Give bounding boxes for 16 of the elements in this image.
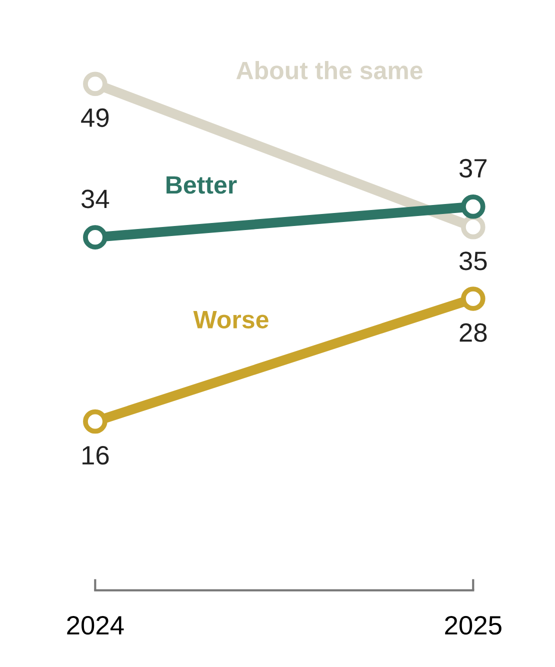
x-tick-label: 2025 xyxy=(445,616,502,635)
data-label: 16 xyxy=(82,446,109,465)
data-label: 37 xyxy=(459,158,486,178)
point xyxy=(83,225,108,250)
data-label: 28 xyxy=(460,323,487,342)
point xyxy=(83,72,108,96)
text: About the same xyxy=(236,61,422,80)
data-label: 34 xyxy=(82,190,110,208)
x-tick-label: 2024 xyxy=(67,616,124,635)
data-label: 49 xyxy=(81,108,109,128)
data-label: 35 xyxy=(459,252,487,270)
series-label: Better xyxy=(166,176,237,194)
point xyxy=(460,286,486,311)
point xyxy=(460,194,486,219)
series-label: Worse xyxy=(193,311,268,328)
point xyxy=(83,409,108,434)
